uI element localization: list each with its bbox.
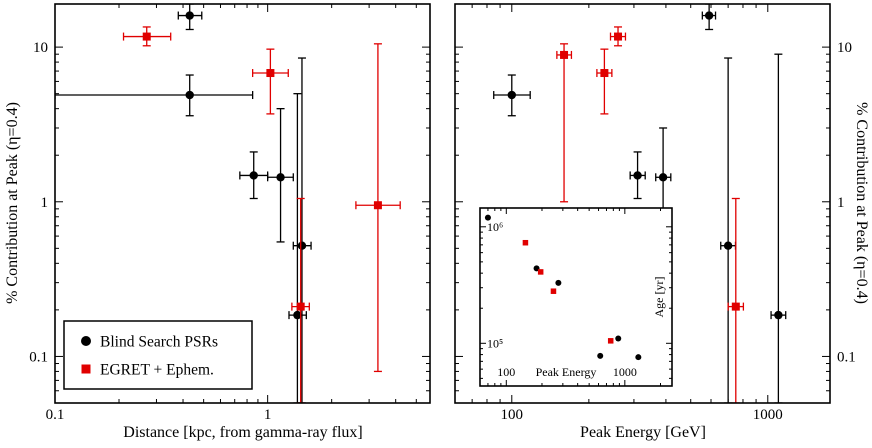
inset-x-axis-title: Peak Energy bbox=[536, 365, 597, 379]
series-layer bbox=[484, 214, 642, 361]
legend-label: Blind Search PSRs bbox=[100, 334, 218, 351]
data-point-circle bbox=[597, 352, 604, 359]
distance-panel: 0.1 1 0.1 1 10 bbox=[29, 3, 431, 423]
plot-frame bbox=[454, 3, 831, 404]
data-point-circle bbox=[774, 310, 783, 320]
data-point-circle bbox=[185, 11, 194, 20]
legend-marker-circle bbox=[81, 336, 91, 346]
x-tick-label: 1000 bbox=[613, 365, 637, 379]
data-point-square bbox=[614, 32, 623, 41]
series-layer bbox=[493, 4, 787, 403]
right-y-axis-title: % Contribution at Peak (η=0.4) bbox=[853, 102, 870, 304]
data-point-circle bbox=[704, 11, 714, 20]
data-point-square bbox=[607, 338, 614, 344]
data-point-circle bbox=[658, 173, 668, 182]
x-tick-label: 1 bbox=[264, 407, 272, 423]
data-point-circle bbox=[185, 90, 194, 100]
y-tick-label: 10⁵ bbox=[487, 336, 503, 350]
peak-energy-panel: 100 1000 0.1 1 10 bbox=[454, 3, 856, 423]
y-tick-label: 0.1 bbox=[837, 349, 856, 365]
y-tick-label: 10 bbox=[837, 40, 852, 56]
plot-frame bbox=[54, 3, 431, 404]
x-tick-label: 1000 bbox=[753, 407, 783, 423]
y-tick-label: 10⁶ bbox=[487, 220, 503, 234]
data-point-circle bbox=[633, 171, 642, 180]
age-inset-panel: 100 1000 10⁵ 10⁶ Peak Energy Age [yr] bbox=[479, 207, 673, 387]
data-point-circle bbox=[507, 90, 516, 100]
data-point-square bbox=[550, 288, 557, 294]
data-point-circle bbox=[635, 354, 642, 361]
data-point-square bbox=[600, 69, 609, 78]
legend-box bbox=[63, 320, 253, 390]
data-point-square bbox=[373, 201, 382, 210]
plot-frame bbox=[479, 207, 673, 387]
data-point-square bbox=[522, 239, 529, 246]
tick-labels: 0.1 1 0.1 1 10 bbox=[29, 40, 271, 423]
series-square bbox=[522, 239, 614, 344]
data-point-square bbox=[266, 69, 275, 78]
data-point-square bbox=[142, 32, 151, 41]
y-tick-label: 0.1 bbox=[29, 349, 48, 365]
legend-marker-square bbox=[81, 364, 91, 374]
series-circle bbox=[55, 4, 312, 403]
x-tick-label: 100 bbox=[501, 407, 524, 423]
right-x-axis-title: Peak Energy [GeV] bbox=[580, 424, 706, 441]
legend: Blind Search PSRs EGRET + Ephem. bbox=[63, 320, 253, 390]
x-tick-label: 0.1 bbox=[46, 407, 65, 423]
left-x-axis-title: Distance [kpc, from gamma-ray flux] bbox=[123, 424, 363, 441]
inset-y-axis-title: Age [yr] bbox=[652, 277, 666, 318]
data-point-circle bbox=[484, 214, 491, 221]
data-point-circle bbox=[276, 173, 285, 182]
data-point-circle bbox=[555, 279, 562, 286]
tick-labels: 100 1000 0.1 1 10 bbox=[501, 40, 856, 423]
data-point-square bbox=[296, 302, 305, 311]
data-point-square bbox=[537, 269, 544, 275]
data-point-circle bbox=[723, 241, 733, 250]
legend-label: EGRET + Ephem. bbox=[100, 362, 214, 379]
y-tick-label: 10 bbox=[33, 40, 48, 56]
y-tick-label: 1 bbox=[41, 195, 49, 211]
left-y-axis-title: % Contribution at Peak (η=0.4) bbox=[4, 102, 21, 304]
x-tick-label: 100 bbox=[497, 365, 515, 379]
series-layer bbox=[55, 4, 401, 403]
data-point-square bbox=[731, 302, 740, 311]
data-point-square bbox=[560, 50, 569, 59]
data-point-circle bbox=[293, 310, 302, 320]
data-point-circle bbox=[297, 241, 307, 250]
series-square bbox=[556, 26, 745, 403]
data-point-circle bbox=[615, 335, 622, 342]
series-square bbox=[122, 26, 401, 403]
inset-background bbox=[480, 208, 672, 386]
data-point-circle bbox=[249, 171, 258, 180]
series-circle bbox=[493, 4, 787, 403]
y-tick-label: 1 bbox=[837, 195, 845, 211]
tick-labels: 100 1000 10⁵ 10⁶ bbox=[487, 220, 637, 379]
